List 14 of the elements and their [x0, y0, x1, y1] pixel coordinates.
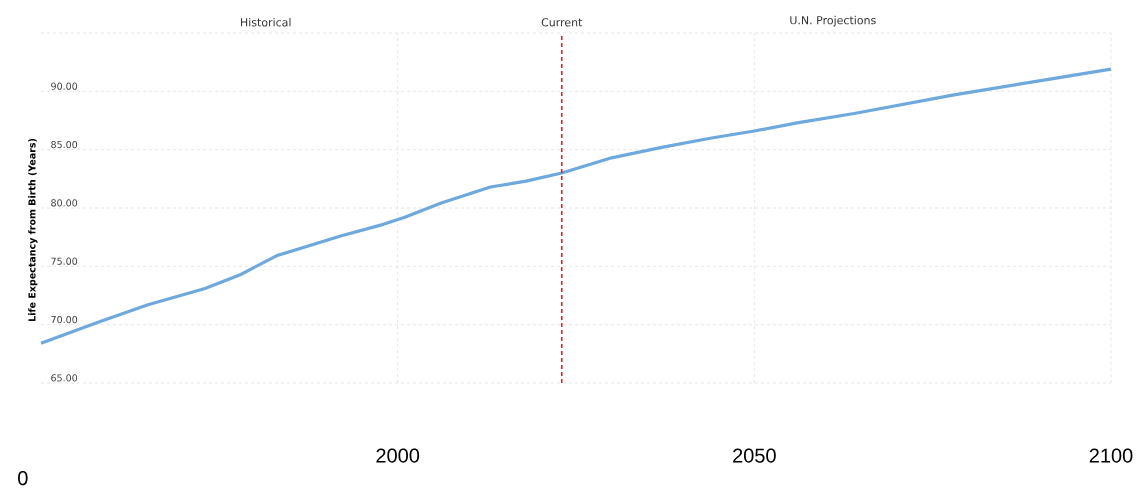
- y-tick-label: 85.00: [51, 140, 78, 149]
- text: 0: [18, 471, 28, 486]
- y-tick-label: 90.00: [51, 82, 78, 90]
- x-tick-label: 2050: [733, 448, 776, 463]
- y-tick-label: 75.00: [51, 257, 78, 265]
- y-tick-label: 70.00: [51, 315, 78, 324]
- text: Historical: [241, 17, 291, 27]
- y-tick-label: 80.00: [51, 199, 78, 207]
- text: U.N. Projections: [790, 15, 876, 27]
- y-axis-title: Life Expectancy from Birth (Years): [28, 138, 38, 321]
- ref-line-label: Current: [541, 18, 583, 27]
- y-tick-label: 65.00: [51, 374, 78, 382]
- x-tick-label: 2100: [1089, 448, 1133, 463]
- x-tick-label: 2000: [376, 448, 420, 463]
